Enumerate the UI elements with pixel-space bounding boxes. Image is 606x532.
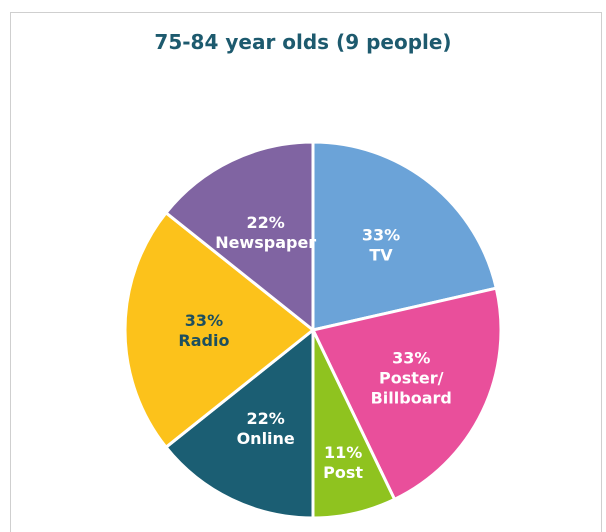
pie-slice-radio [123,210,316,450]
pie-slice-online [163,326,315,519]
pie-slice-newspaper [163,140,315,334]
slice-label-tv: 33% TV [362,226,400,265]
pie-slice-tv [311,140,499,332]
slice-label-radio: 33% Radio [178,311,229,350]
slice-label-poster-billboard: 33% Poster/Billboard [371,348,452,407]
chart-title: 75-84 year olds (9 people) [154,30,452,54]
pie-slice-poster-billboard [310,286,503,502]
slice-label-newspaper: 22% Newspaper [215,213,316,252]
slice-label-online: 22% Online [237,409,295,448]
chart-frame [10,12,602,532]
slice-label-post: 11% Post [323,443,363,482]
